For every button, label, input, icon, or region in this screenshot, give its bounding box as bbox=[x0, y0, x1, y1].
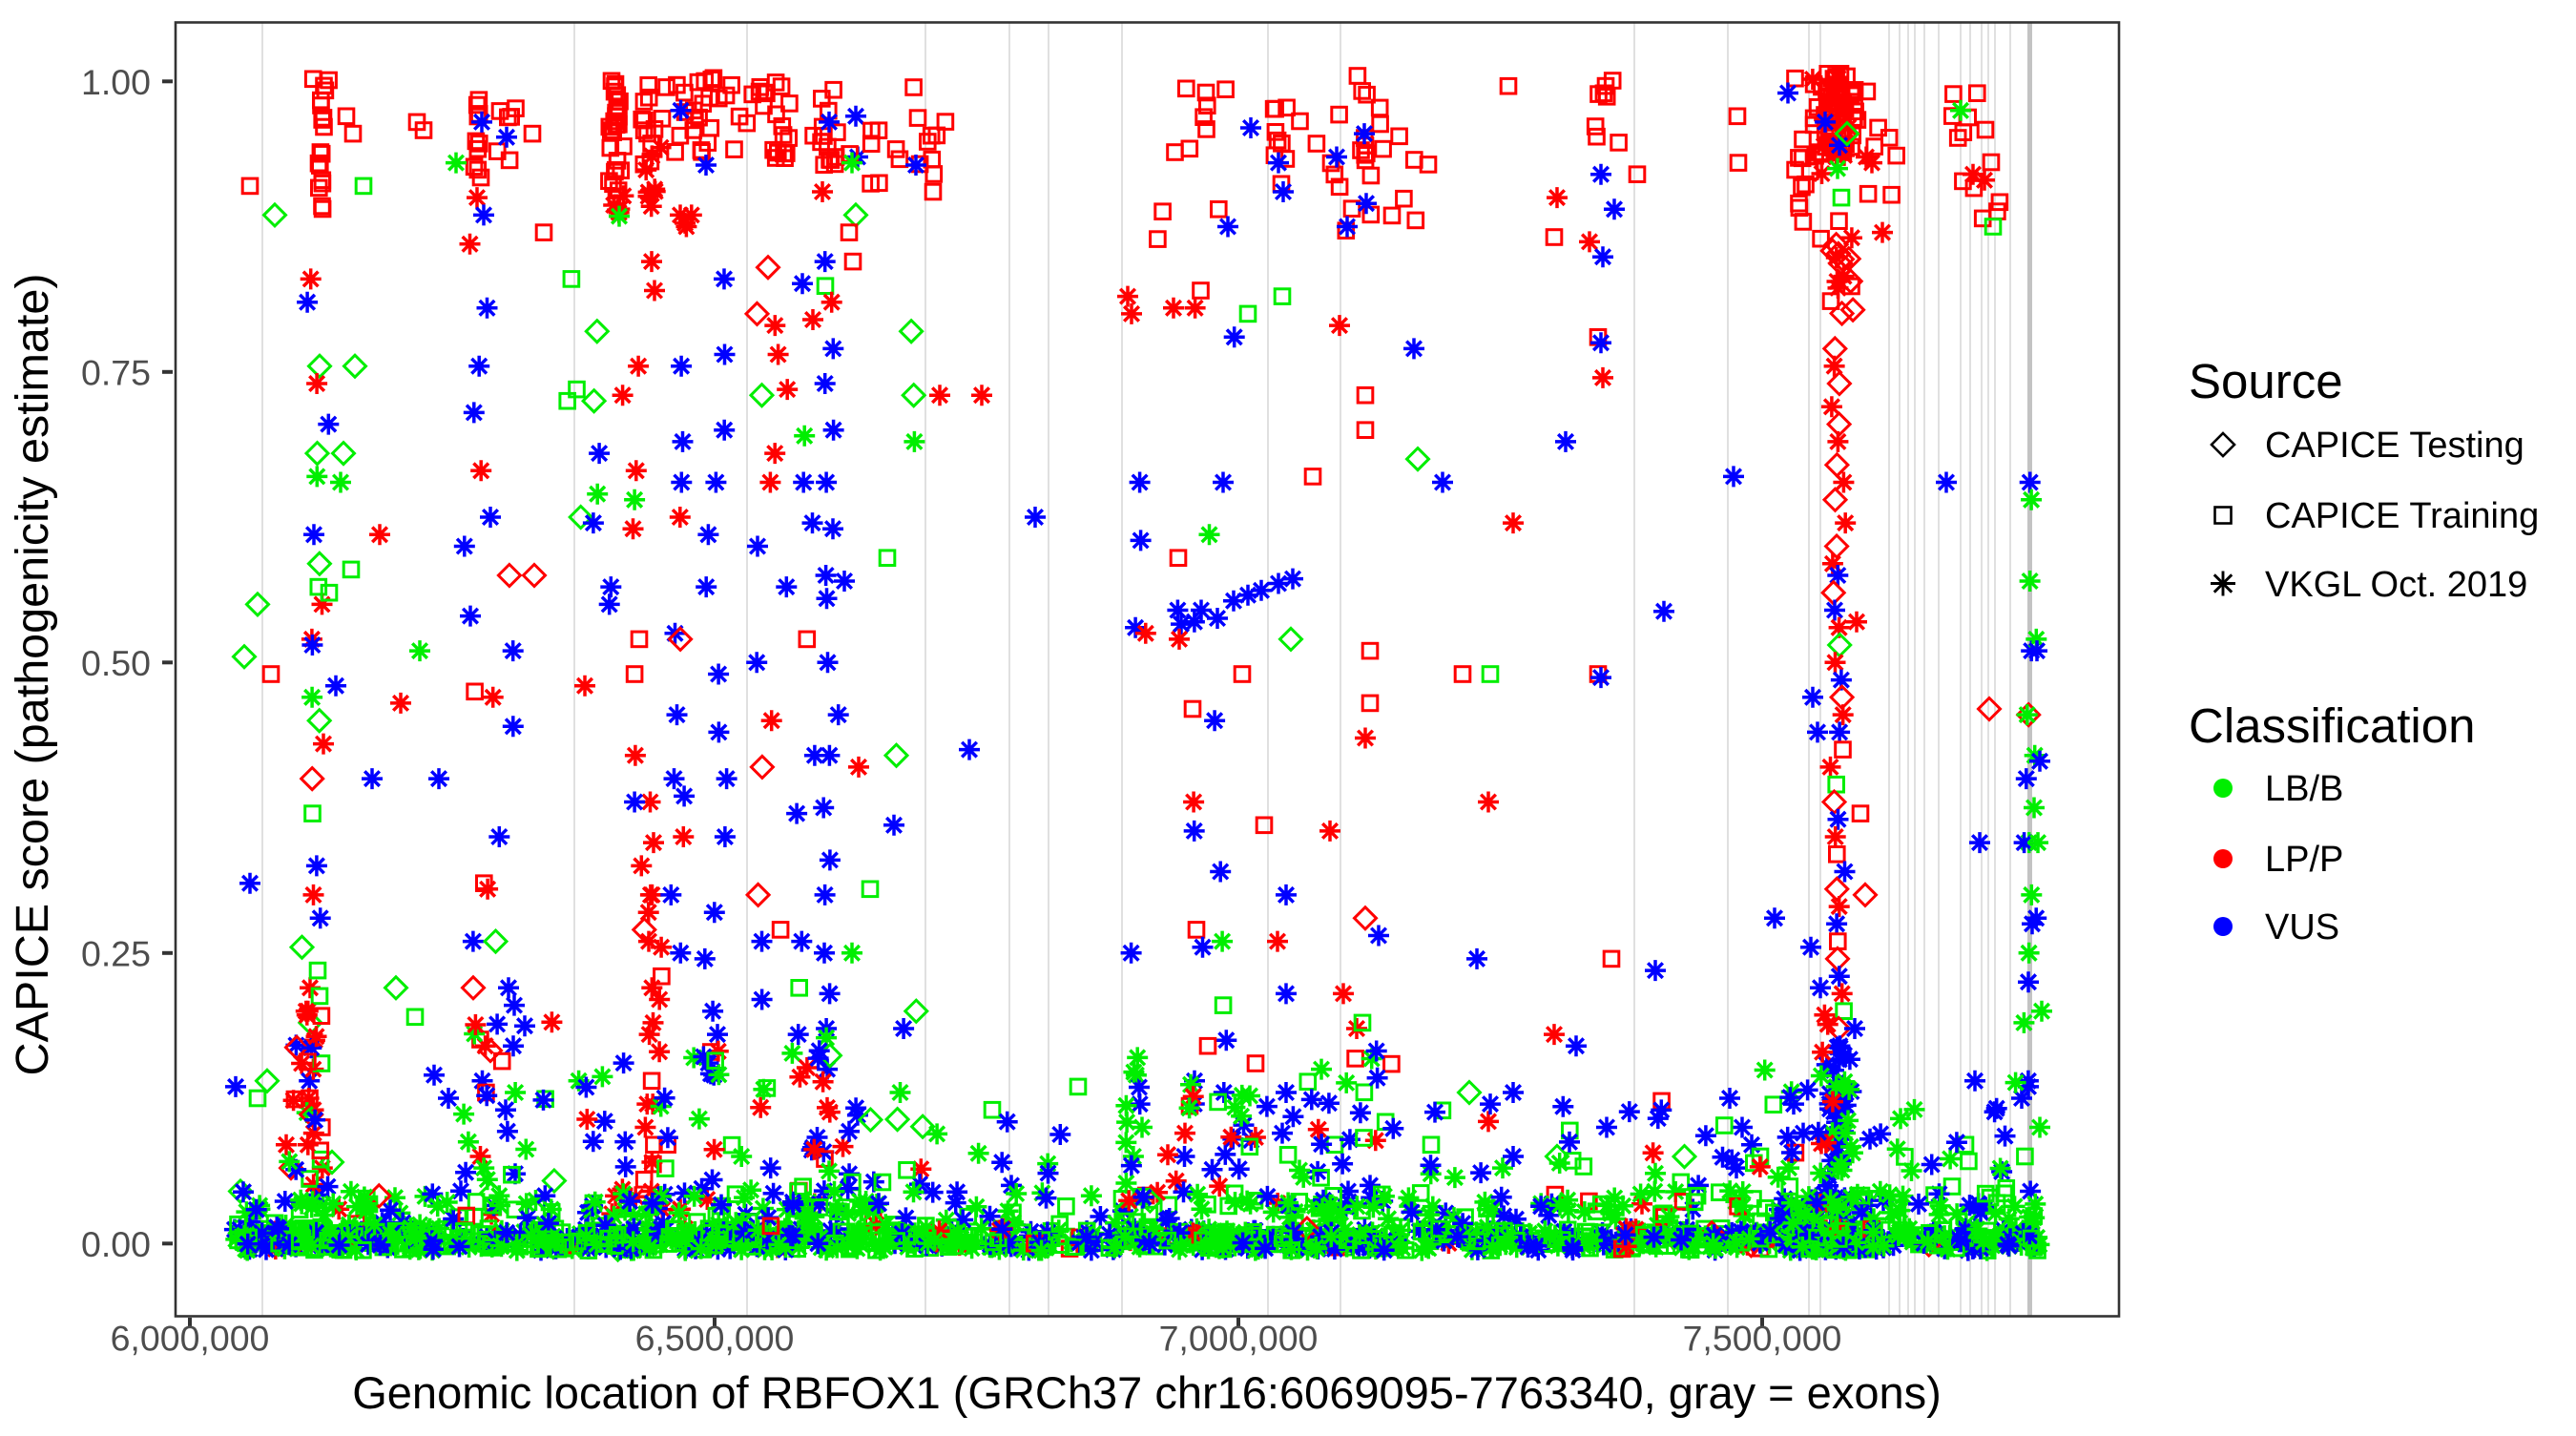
svg-text:7,500,000: 7,500,000 bbox=[1683, 1318, 1842, 1358]
svg-text:CAPICE Training: CAPICE Training bbox=[2265, 496, 2539, 536]
svg-text:7,000,000: 7,000,000 bbox=[1159, 1318, 1319, 1358]
svg-text:VKGL Oct. 2019: VKGL Oct. 2019 bbox=[2265, 565, 2527, 605]
svg-text:1.00: 1.00 bbox=[81, 62, 151, 102]
svg-text:Genomic location of RBFOX1 (GR: Genomic location of RBFOX1 (GRCh37 chr16… bbox=[352, 1367, 1942, 1418]
svg-text:0.00: 0.00 bbox=[81, 1224, 151, 1264]
svg-text:0.25: 0.25 bbox=[81, 933, 151, 973]
svg-text:LB/B: LB/B bbox=[2265, 769, 2343, 809]
svg-text:6,500,000: 6,500,000 bbox=[635, 1318, 795, 1358]
svg-text:6,000,000: 6,000,000 bbox=[111, 1318, 270, 1358]
svg-text:LP/P: LP/P bbox=[2265, 840, 2343, 880]
svg-text:0.75: 0.75 bbox=[81, 352, 151, 392]
svg-text:CAPICE Testing: CAPICE Testing bbox=[2265, 426, 2524, 466]
svg-text:Source: Source bbox=[2189, 354, 2343, 408]
svg-text:Classification: Classification bbox=[2189, 698, 2475, 753]
svg-text:VUS: VUS bbox=[2265, 907, 2339, 947]
svg-text:CAPICE score (pathogenicity es: CAPICE score (pathogenicity estimate) bbox=[7, 273, 58, 1075]
svg-text:0.50: 0.50 bbox=[81, 643, 151, 683]
